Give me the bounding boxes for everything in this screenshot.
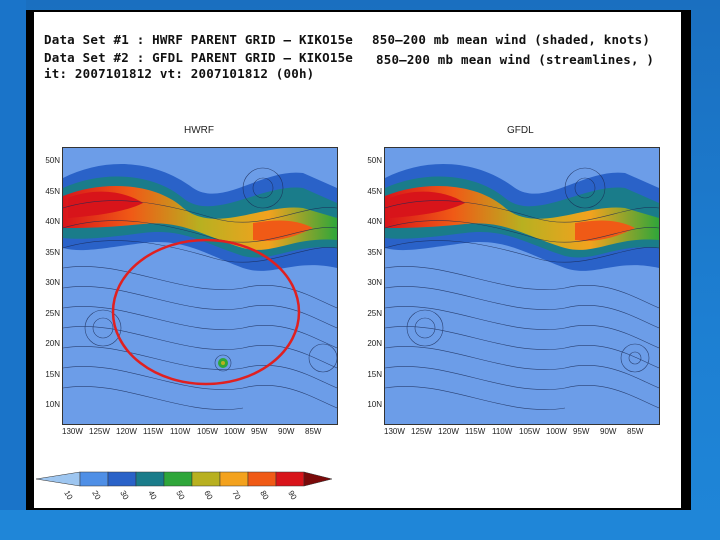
colorbar-swatch xyxy=(79,471,109,487)
colorbar-tick-label: 50 xyxy=(174,489,187,502)
gfdl-lon-label: 100W xyxy=(546,427,567,436)
gfdl-wind-map xyxy=(384,147,660,425)
hwrf-map-title: HWRF xyxy=(184,125,214,136)
hwrf-lat-label: 20N xyxy=(45,339,60,348)
hwrf-lon-label: 95W xyxy=(251,427,268,436)
hwrf-lon-label: 110W xyxy=(170,427,191,436)
hwrf-lon-label: 120W xyxy=(116,427,137,436)
colorbar-swatch xyxy=(163,471,193,487)
hwrf-lon-label: 130W xyxy=(62,427,83,436)
hwrf-lat-label: 35N xyxy=(45,247,60,257)
colorbar-tick-label: 30 xyxy=(118,489,131,502)
gfdl-lon-label: 90W xyxy=(600,427,617,436)
hwrf-wind-map xyxy=(62,147,338,425)
colorbar-swatch xyxy=(303,471,333,487)
colorbar-swatch xyxy=(247,471,277,487)
gfdl-lon-label: 125W xyxy=(411,427,432,436)
hwrf-lat-label: 25N xyxy=(45,308,60,318)
hwrf-lon-label: 85W xyxy=(305,427,322,436)
slide-border xyxy=(0,0,26,540)
hwrf-lon-label: 90W xyxy=(278,427,295,436)
colorbar-tick-label: 20 xyxy=(90,489,103,502)
colorbar-tick-label: 40 xyxy=(146,489,159,502)
shaded-field-label: 850—200 mb mean wind (shaded, knots) xyxy=(372,32,651,47)
hwrf-lon-label: 115W xyxy=(143,427,164,436)
gfdl-lat-label: 15N xyxy=(367,369,382,379)
gfdl-lat-label: 10N xyxy=(367,400,382,409)
gfdl-lat-label: 45N xyxy=(367,186,382,196)
gfdl-lat-label: 35N xyxy=(367,247,382,257)
hwrf-lon-label: 100W xyxy=(224,427,245,436)
colorbar-tick-label: 90 xyxy=(286,489,299,502)
gfdl-lon-label: 85W xyxy=(627,427,644,436)
gfdl-lat-label: 40N xyxy=(367,217,382,226)
figure-panel: Data Set #1 : HWRF PARENT GRID — KIKO15e… xyxy=(34,12,681,508)
dataset2-label: Data Set #2 : GFDL PARENT GRID — KIKO15e xyxy=(44,50,354,65)
time-label: it: 2007101812 vt: 2007101812 (00h) xyxy=(44,66,315,81)
annotation-circle xyxy=(111,238,301,386)
streamline-field-label: 850—200 mb mean wind (streamlines, ) xyxy=(376,52,655,67)
gfdl-lat-label: 50N xyxy=(367,156,382,165)
hwrf-map-graphic xyxy=(63,148,337,424)
gfdl-lon-label: 115W xyxy=(465,427,486,436)
colorbar-swatch xyxy=(275,471,305,487)
gfdl-lon-label: 120W xyxy=(438,427,459,436)
slide-background-strip xyxy=(0,510,720,540)
gfdl-lon-label: 110W xyxy=(492,427,513,436)
gfdl-lat-label: 30N xyxy=(367,278,382,287)
gfdl-map-title: GFDL xyxy=(507,125,534,136)
colorbar-swatch xyxy=(219,471,249,487)
hwrf-lat-label: 45N xyxy=(45,186,60,196)
colorbar-tick-label: 80 xyxy=(258,489,271,502)
hwrf-lat-label: 50N xyxy=(45,156,60,165)
hwrf-lon-label: 105W xyxy=(197,427,218,436)
gfdl-lat-label: 25N xyxy=(367,308,382,318)
hwrf-lat-label: 40N xyxy=(45,217,60,226)
dataset1-label: Data Set #1 : HWRF PARENT GRID — KIKO15e xyxy=(44,32,354,47)
hwrf-lat-label: 15N xyxy=(45,369,60,379)
gfdl-lon-label: 95W xyxy=(573,427,590,436)
hwrf-lat-label: 10N xyxy=(45,400,60,409)
gfdl-lat-label: 20N xyxy=(367,339,382,348)
hwrf-lat-label: 30N xyxy=(45,278,60,287)
colorbar-tick-label: 10 xyxy=(62,489,75,502)
gfdl-lon-label: 130W xyxy=(384,427,405,436)
colorbar-tick-label: 70 xyxy=(230,489,243,502)
colorbar-swatch xyxy=(135,471,165,487)
colorbar-swatch xyxy=(36,471,81,487)
gfdl-lon-label: 105W xyxy=(519,427,540,436)
colorbar-swatch xyxy=(107,471,137,487)
hwrf-lon-label: 125W xyxy=(89,427,110,436)
gfdl-map-graphic xyxy=(385,148,659,424)
colorbar xyxy=(36,471,333,487)
colorbar-swatch xyxy=(191,471,221,487)
colorbar-tick-label: 60 xyxy=(202,489,215,502)
